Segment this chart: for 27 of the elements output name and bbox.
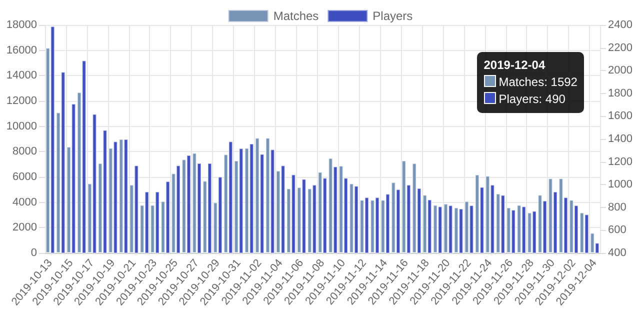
y2-tick-label: 600	[608, 224, 626, 236]
y-tick-label: 10000	[6, 120, 37, 132]
annotation: Matches: 1592	[498, 74, 578, 91]
y2-tick-label: 1400	[608, 133, 632, 145]
y2-tick-label: 2000	[608, 64, 632, 77]
legend-label: Matches	[273, 9, 319, 23]
y-tick-label: 18000	[6, 19, 37, 31]
tooltip-box: 2019-12-04 Matches: 1592 Players: 490	[476, 52, 584, 113]
y2-tick-label: 2400	[608, 19, 632, 31]
y2-tick-label: 1200	[608, 156, 632, 168]
y-tick-label: 4000	[12, 196, 37, 208]
y-tick-label: 12000	[6, 95, 37, 107]
y2-tick-label: 1600	[608, 110, 632, 122]
y-tick-label: 0	[30, 247, 37, 259]
y2-tick-label: 800	[608, 201, 626, 214]
legend-label: Players	[372, 9, 413, 23]
y-tick-label: 8000	[12, 146, 37, 158]
y-tick-label: 16000	[6, 44, 37, 56]
y-tick-label: 6000	[12, 171, 37, 183]
y-tick-label: 2000	[12, 222, 37, 234]
annotation: 2019-12-04	[484, 57, 546, 74]
y2-tick-label: 2200	[608, 42, 632, 54]
y2-tick-label: 400	[608, 247, 626, 259]
annotation: Players: 490	[498, 91, 566, 108]
y2-tick-label: 1800	[608, 87, 632, 100]
y-tick-label: 14000	[6, 70, 37, 82]
y2-tick-label: 1000	[608, 178, 632, 191]
